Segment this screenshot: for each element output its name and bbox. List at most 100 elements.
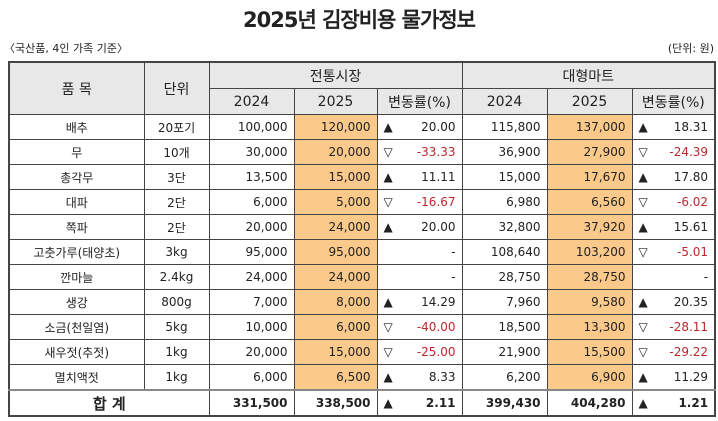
item-unit: 3단 <box>143 164 210 190</box>
change-cell: ▽ -24.39 <box>631 139 716 165</box>
market-2025: 24,000 <box>293 214 378 240</box>
market-2025: 20,000 <box>293 139 378 165</box>
trend-icon: ▽ <box>638 345 648 359</box>
market-2024: 24,000 <box>208 264 295 290</box>
trend-icon: ▲ <box>383 170 393 184</box>
market-2024: 6,000 <box>208 189 295 215</box>
header-unit: 단위 <box>143 61 210 115</box>
change-value: -6.02 <box>676 195 709 209</box>
change-cell: ▽ -5.01 <box>631 239 716 265</box>
change-value: 20.00 <box>421 220 456 234</box>
change-cell: ▽ -16.67 <box>376 189 463 215</box>
item-unit: 3kg <box>143 239 210 265</box>
item-unit: 1kg <box>143 339 210 365</box>
change-cell: ▽ -6.02 <box>631 189 716 215</box>
change-value: - <box>451 245 456 259</box>
mart-2024: 18,500 <box>461 314 548 340</box>
market-2025: 6,500 <box>293 364 378 391</box>
trend-icon: ▽ <box>383 345 393 359</box>
table-row: 소금(천일염) 5kg 10,000 6,000 ▽ -40.00 18,500 … <box>8 314 716 340</box>
mart-2025: 6,900 <box>546 364 633 391</box>
header-market-change: 변동률(%) <box>376 88 463 115</box>
table-row: 새우젓(추젓) 1kg 20,000 15,000 ▽ -25.00 21,900… <box>8 339 716 365</box>
table-row: 생강 800g 7,000 8,000 ▲ 14.29 7,960 9,580 ▲… <box>8 289 716 315</box>
change-cell: ▲ 18.31 <box>631 114 716 140</box>
table-row: 쪽파 2단 20,000 24,000 ▲ 20.00 32,800 37,920… <box>8 214 716 240</box>
market-2025: 8,000 <box>293 289 378 315</box>
change-value: 18.31 <box>673 120 709 134</box>
item-name: 멸치액젓 <box>8 364 145 391</box>
item-unit: 800g <box>143 289 210 315</box>
item-unit: 20포기 <box>143 114 210 140</box>
change-value: 11.11 <box>421 170 456 184</box>
header-mart-2024: 2024 <box>461 88 548 115</box>
header-mart-change: 변동률(%) <box>631 88 716 115</box>
header-market: 전통시장 <box>208 61 463 89</box>
change-cell: ▲ 20.00 <box>376 214 463 240</box>
mart-2024: 21,900 <box>461 339 548 365</box>
total-row: 합 계 331,500 338,500 ▲ 2.11 399,430 404,28… <box>8 389 716 417</box>
market-2025: 15,000 <box>293 164 378 190</box>
mart-2025: 9,580 <box>546 289 633 315</box>
item-unit: 2단 <box>143 214 210 240</box>
item-name: 새우젓(추젓) <box>8 339 145 365</box>
change-value: -29.22 <box>669 345 709 359</box>
item-unit: 2.4kg <box>143 264 210 290</box>
item-unit: 2단 <box>143 189 210 215</box>
change-cell: ▲ 8.33 <box>376 364 463 391</box>
change-cell: ▽ -40.00 <box>376 314 463 340</box>
market-2025: 6,000 <box>293 314 378 340</box>
trend-icon: ▲ <box>383 220 393 234</box>
change-value: 20.35 <box>673 295 709 309</box>
change-value: -25.00 <box>416 345 456 359</box>
page-title: 2025년 김장비용 물가정보 <box>243 8 476 32</box>
mart-2024: 115,800 <box>461 114 548 140</box>
change-value: 2.11 <box>425 396 456 410</box>
mart-2025: 27,900 <box>546 139 633 165</box>
mart-2024: 15,000 <box>461 164 548 190</box>
table-row: 멸치액젓 1kg 6,000 6,500 ▲ 8.33 6,200 6,900 ▲… <box>8 364 716 391</box>
header-market-2025: 2025 <box>293 88 378 115</box>
trend-icon: ▽ <box>638 320 648 334</box>
item-name: 생강 <box>8 289 145 315</box>
item-unit: 10개 <box>143 139 210 165</box>
change-value: 17.80 <box>673 170 709 184</box>
table-row: 고춧가루(태양초) 3kg 95,000 95,000 - 108,640 10… <box>8 239 716 265</box>
subtitle: 〈국산품, 4인 가족 기준〉 <box>4 42 128 55</box>
total-mart-2025: 404,280 <box>546 389 633 417</box>
mart-2024: 28,750 <box>461 264 548 290</box>
trend-icon: ▽ <box>383 195 393 209</box>
trend-icon: ▲ <box>638 295 648 309</box>
trend-icon: ▲ <box>383 120 393 134</box>
change-cell: ▲ 20.00 <box>376 114 463 140</box>
unit-note: (단위: 원) <box>667 42 714 55</box>
mart-2025: 6,560 <box>546 189 633 215</box>
change-cell: ▲ 11.11 <box>376 164 463 190</box>
table-row: 무 10개 30,000 20,000 ▽ -33.33 36,900 27,90… <box>8 139 716 165</box>
trend-icon: ▽ <box>638 245 648 259</box>
trend-icon: ▽ <box>638 145 648 159</box>
change-cell: ▲ 2.11 <box>376 389 463 417</box>
change-cell: ▽ -28.11 <box>631 314 716 340</box>
change-value: 14.29 <box>421 295 456 309</box>
trend-icon: ▲ <box>638 170 648 184</box>
item-name: 깐마늘 <box>8 264 145 290</box>
change-value: -40.00 <box>416 320 456 334</box>
mart-2025: 13,300 <box>546 314 633 340</box>
mart-2025: 37,920 <box>546 214 633 240</box>
change-cell: ▲ 11.29 <box>631 364 716 391</box>
change-value: 15.61 <box>673 220 709 234</box>
market-2025: 24,000 <box>293 264 378 290</box>
change-cell: ▲ 20.35 <box>631 289 716 315</box>
market-2025: 120,000 <box>293 114 378 140</box>
item-name: 쪽파 <box>8 214 145 240</box>
change-value: -33.33 <box>416 145 456 159</box>
change-cell: ▽ -33.33 <box>376 139 463 165</box>
change-value: - <box>703 270 709 284</box>
table-row: 깐마늘 2.4kg 24,000 24,000 - 28,750 28,750 … <box>8 264 716 290</box>
table-row: 배추 20포기 100,000 120,000 ▲ 20.00 115,800 1… <box>8 114 716 140</box>
market-2025: 5,000 <box>293 189 378 215</box>
trend-icon: ▲ <box>638 370 648 384</box>
table-row: 총각무 3단 13,500 15,000 ▲ 11.11 15,000 17,67… <box>8 164 716 190</box>
mart-2024: 108,640 <box>461 239 548 265</box>
